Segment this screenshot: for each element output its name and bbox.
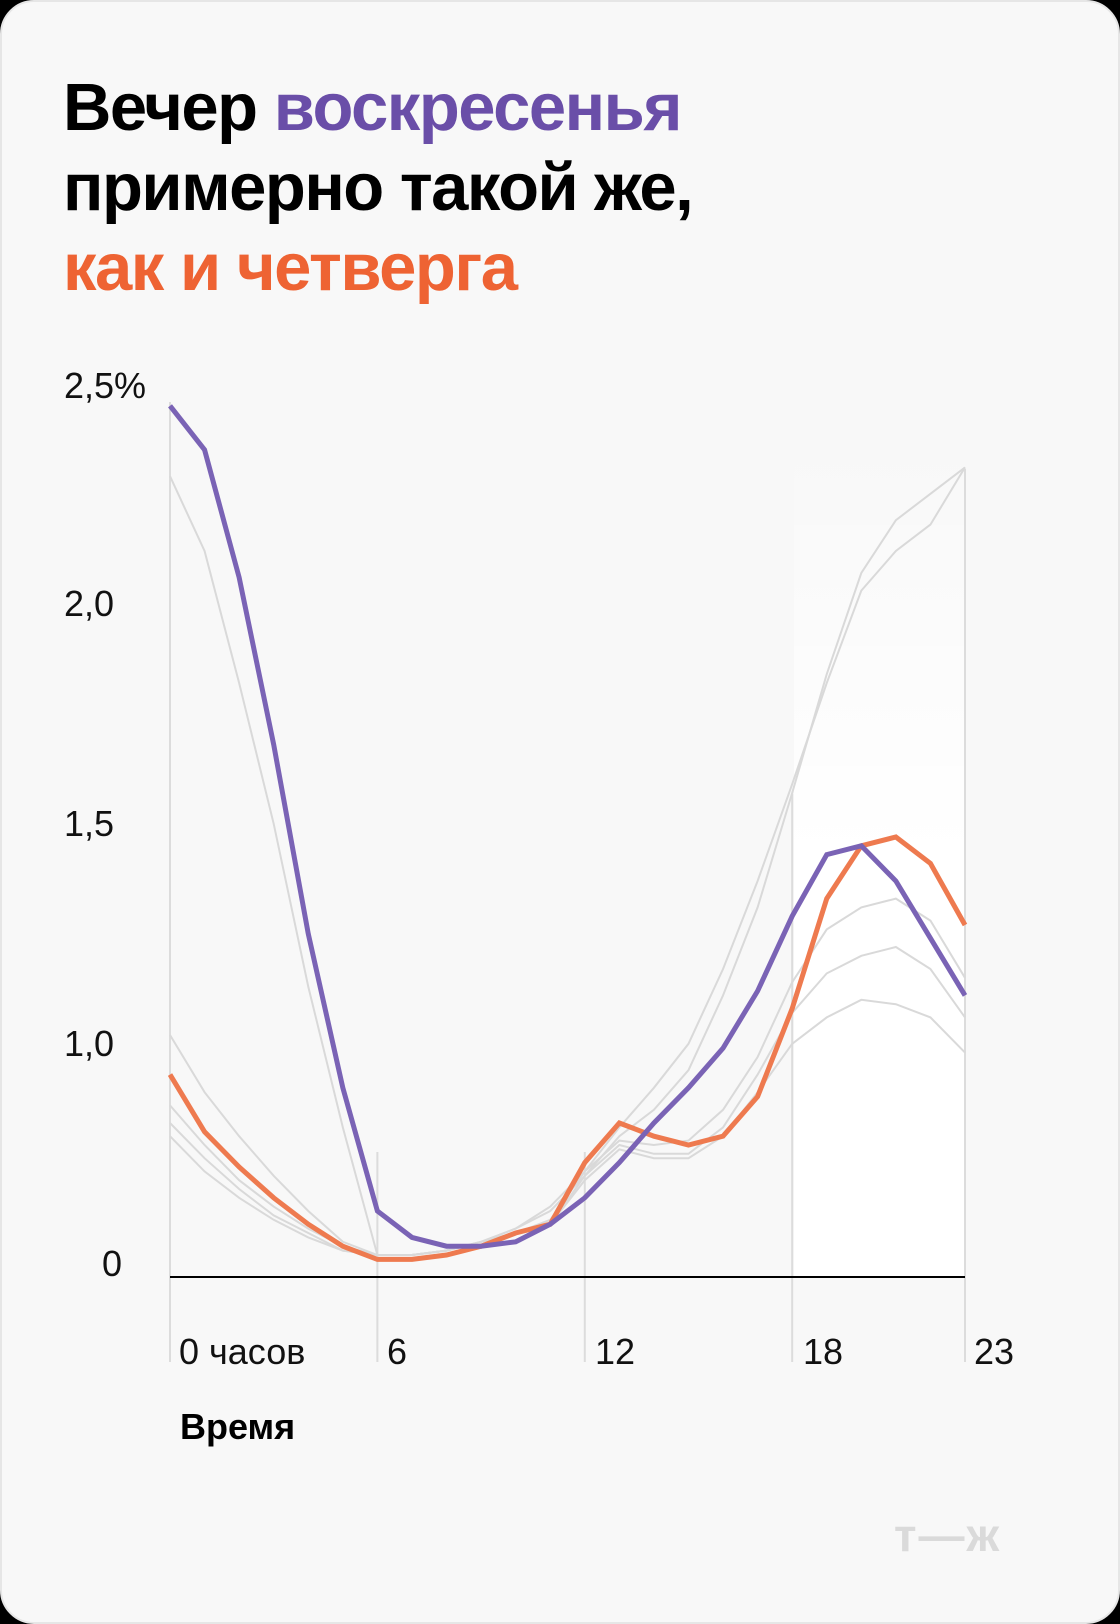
y-tick-0: 0	[102, 1243, 123, 1284]
x-tick-18: 18	[803, 1331, 844, 1372]
x-axis-title: Время	[180, 1406, 296, 1447]
series-line	[169, 998, 966, 1256]
y-tick-1-0: 1,0	[64, 1023, 115, 1064]
x-tick-0: 0 часов	[179, 1331, 306, 1372]
x-gridlines	[169, 402, 966, 1362]
x-tick-12: 12	[595, 1331, 636, 1372]
tzh-logo: т—ж	[894, 1509, 1002, 1561]
title-thursday: как и четверга	[63, 230, 518, 305]
chart-title: Вечер воскресенья примерно такой же, как и…	[63, 68, 694, 308]
series-line	[167, 834, 968, 1262]
series-line	[168, 404, 968, 1249]
title-part-3: примерно такой же,	[63, 150, 694, 225]
series-line	[169, 945, 966, 1256]
y-tick-2-0: 2,0	[64, 583, 115, 624]
evening-highlight-band	[794, 435, 965, 1277]
x-tick-6: 6	[387, 1331, 408, 1372]
x-tick-23: 23	[974, 1331, 1015, 1372]
title-sunday: воскресенья	[273, 70, 683, 145]
highlighted-lines	[167, 404, 968, 1262]
title-part-1: Вечер	[63, 70, 274, 145]
y-tick-1-5: 1,5	[64, 803, 115, 844]
y-tick-2-5: 2,5%	[64, 365, 147, 406]
